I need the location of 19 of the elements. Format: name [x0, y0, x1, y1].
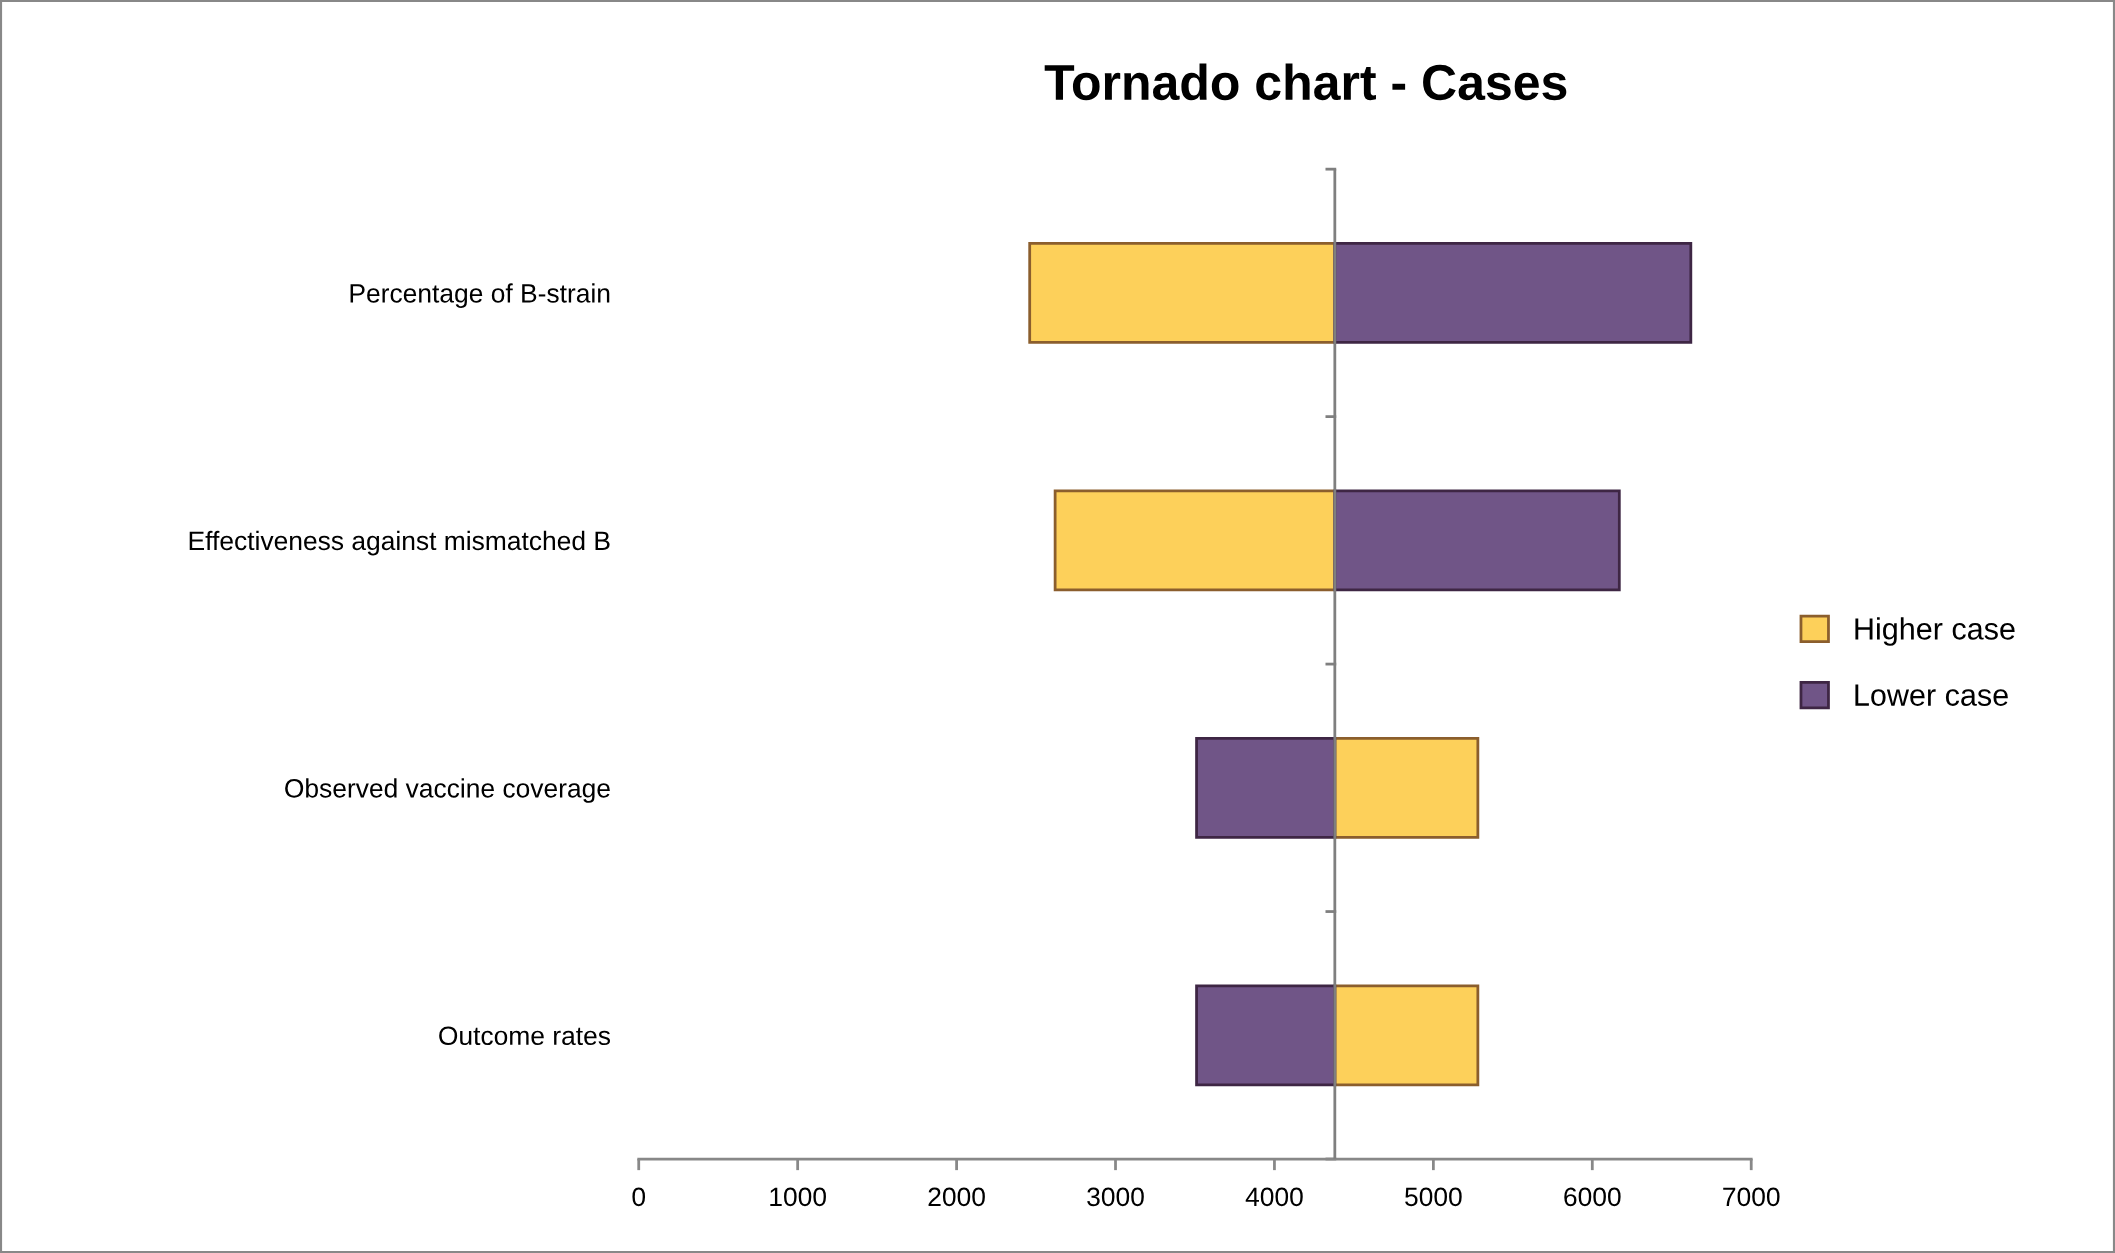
- x-tick-label: 3000: [1087, 1187, 1144, 1207]
- x-tick-label: 0: [632, 1187, 646, 1207]
- x-tick-label: 2000: [928, 1187, 985, 1207]
- chart-title: Tornado chart - Cases: [1044, 63, 1567, 101]
- x-tick-label: 6000: [1564, 1187, 1621, 1207]
- y-tick-label: Effectiveness against mismatched B: [189, 530, 610, 556]
- legend-label: Higher case: [1855, 617, 2015, 646]
- bar: [1333, 242, 1693, 344]
- x-tick-label: 7000: [1723, 1187, 1780, 1207]
- legend-label: Lower case: [1855, 684, 2008, 706]
- x-tick-label: 4000: [1245, 1187, 1303, 1207]
- x-tick-label: 5000: [1405, 1187, 1462, 1207]
- bar: [1333, 736, 1480, 839]
- bar: [1333, 984, 1480, 1087]
- y-tick-label: Observed vaccine coverage: [285, 778, 610, 803]
- x-tick-label: 1000: [770, 1187, 826, 1207]
- y-tick-label: Outcome rates: [439, 1026, 611, 1046]
- bar: [1333, 489, 1621, 592]
- y-tick-label: Percentage of B-strain: [350, 283, 610, 308]
